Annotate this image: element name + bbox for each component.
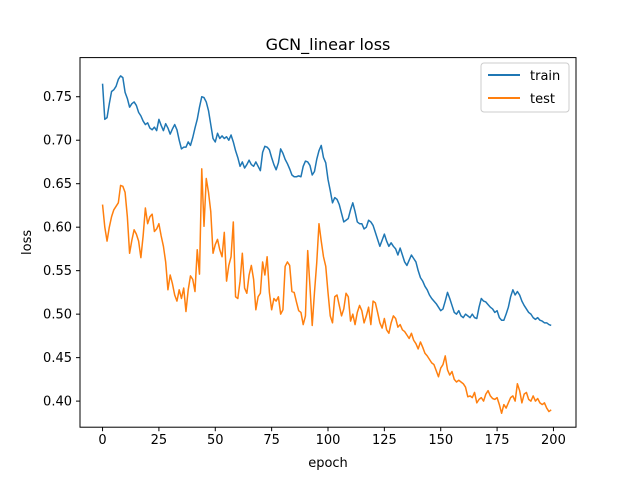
- x-tick-label: 200: [541, 433, 566, 448]
- series-line-train: [101, 75, 552, 327]
- y-tick-label: 0.40: [43, 395, 72, 410]
- legend: train test: [480, 62, 570, 113]
- y-tick-label: 0.50: [43, 308, 72, 323]
- legend-label-train: train: [530, 69, 560, 84]
- x-tick-label: 25: [151, 433, 168, 448]
- y-tick-label: 0.75: [43, 90, 72, 105]
- chart-title: GCN_linear loss: [266, 35, 391, 55]
- x-tick-label: 0: [98, 433, 106, 448]
- y-tick-label: 0.60: [43, 221, 72, 236]
- legend-label-test: test: [530, 92, 555, 107]
- y-axis-label: loss: [20, 230, 35, 255]
- y-tick-label: 0.45: [43, 351, 72, 366]
- y-tick-label: 0.70: [43, 134, 72, 149]
- x-tick-label: 125: [372, 433, 397, 448]
- y-axis-ticks: 0.40 0.45 0.50 0.55 0.60 0.65 0.70 0.75: [43, 90, 80, 410]
- x-axis-label: epoch: [308, 456, 348, 471]
- x-tick-label: 100: [316, 433, 341, 448]
- series-layer: [101, 75, 552, 415]
- x-tick-label: 50: [207, 433, 224, 448]
- series-line-test: [101, 168, 552, 415]
- x-tick-label: 175: [485, 433, 510, 448]
- y-tick-label: 0.65: [43, 177, 72, 192]
- y-tick-label: 0.55: [43, 264, 72, 279]
- x-axis-ticks: 0 25 50 75 100 125 150 175 200: [98, 427, 566, 448]
- x-tick-label: 75: [263, 433, 280, 448]
- x-tick-label: 150: [428, 433, 453, 448]
